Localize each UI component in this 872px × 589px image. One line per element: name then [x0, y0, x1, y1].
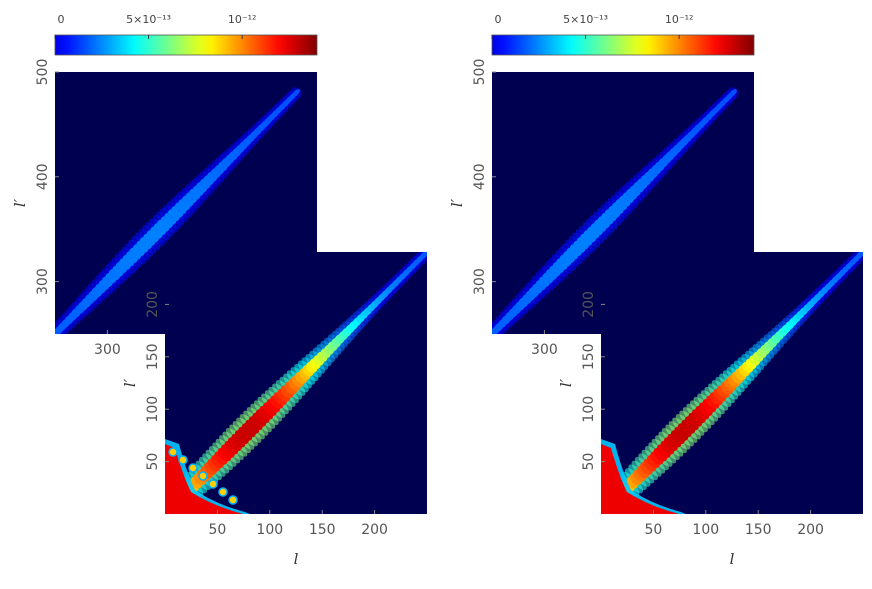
- band-core: [241, 423, 256, 438]
- y-axis-label: l′: [448, 198, 466, 207]
- y-tick-label: 200: [581, 291, 597, 318]
- colorbar-tick-label: 10⁻¹²: [228, 13, 257, 26]
- band-core: [729, 89, 737, 97]
- x-tick-label: 150: [309, 522, 336, 538]
- x-tick-label: 200: [361, 522, 388, 538]
- y-tick-label: 50: [581, 453, 597, 471]
- x-tick-label: 50: [208, 522, 226, 538]
- colorbar: [54, 34, 318, 56]
- band-core: [292, 89, 300, 97]
- y-tick-label: 50: [145, 453, 161, 471]
- x-tick-label: 50: [644, 522, 662, 538]
- band-core: [238, 426, 253, 441]
- ringing-blob: [218, 487, 228, 497]
- x-tick-label: 100: [256, 522, 283, 538]
- y-tick-label: 300: [472, 268, 488, 295]
- band-core: [423, 252, 427, 256]
- y-tick-label: 500: [472, 59, 488, 86]
- colorbar-tick-label: 5×10⁻¹³: [126, 13, 171, 26]
- y-tick-label: 100: [145, 396, 161, 423]
- y-axis-label: l′: [121, 378, 139, 387]
- x-axis-label: l: [730, 550, 735, 568]
- band-core: [245, 419, 260, 434]
- y-tick-label: 300: [35, 268, 51, 295]
- ringing-blob: [168, 447, 178, 457]
- y-axis-label: l′: [11, 198, 29, 207]
- colorbar-tick-label: 10⁻¹²: [665, 13, 694, 26]
- y-tick-label: 400: [472, 163, 488, 190]
- y-tick-label: 150: [145, 343, 161, 370]
- band-core: [681, 419, 696, 434]
- low-l-saturated-region: [601, 444, 679, 514]
- inset-panel: 50 100 150 200 50 100 150 200 l′ l: [121, 252, 427, 568]
- inset-panel: 50 100 150 200 50 100 150 200 l′ l: [557, 252, 863, 568]
- ringing-blob: [188, 463, 198, 473]
- y-tick-label: 200: [145, 291, 161, 318]
- y-axis-label: l′: [557, 378, 575, 387]
- x-tick-label: 150: [745, 522, 772, 538]
- left-figure: 0 5×10⁻¹³ 10⁻¹²: [54, 13, 318, 56]
- ringing-blob: [228, 495, 238, 505]
- band-core: [684, 416, 699, 431]
- colorbar-tick-label: 0: [58, 13, 65, 26]
- colorbar: [491, 34, 755, 56]
- main-panel: 300 300 400 500 l′: [11, 59, 317, 358]
- colorbar-tick-label: 0: [495, 13, 502, 26]
- y-tick-label: 150: [581, 343, 597, 370]
- x-axis-label: l: [294, 550, 299, 568]
- x-tick-label: 200: [797, 522, 824, 538]
- low-l-saturated-region: [165, 444, 243, 514]
- ringing-blob: [198, 471, 208, 481]
- x-tick-label: 300: [531, 342, 558, 358]
- colorbar-tick-label: 5×10⁻¹³: [563, 13, 608, 26]
- x-tick-label: 300: [94, 342, 121, 358]
- right-figure: 0 5×10⁻¹³ 10⁻¹²: [491, 13, 755, 56]
- ringing-blob: [208, 479, 218, 489]
- band-core: [859, 252, 863, 256]
- y-tick-label: 100: [581, 396, 597, 423]
- y-tick-label: 500: [35, 59, 51, 86]
- x-tick-label: 100: [692, 522, 719, 538]
- ringing-blob: [178, 455, 188, 465]
- y-tick-label: 400: [35, 163, 51, 190]
- band-core: [674, 426, 689, 441]
- band-core: [677, 423, 692, 438]
- band-core: [248, 416, 263, 431]
